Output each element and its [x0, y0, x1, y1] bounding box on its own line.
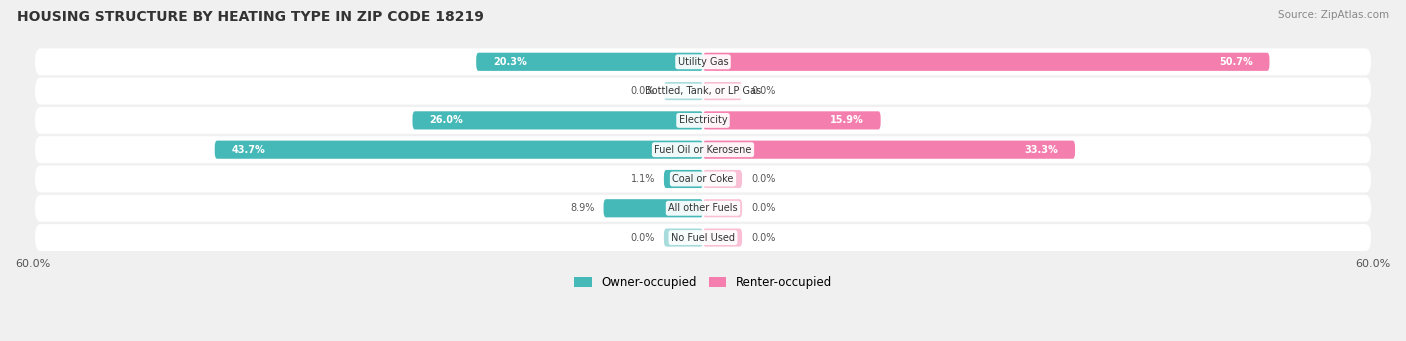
Text: Electricity: Electricity [679, 115, 727, 125]
FancyBboxPatch shape [37, 225, 1369, 250]
FancyBboxPatch shape [412, 111, 703, 130]
FancyBboxPatch shape [703, 228, 742, 247]
Text: Utility Gas: Utility Gas [678, 57, 728, 67]
Text: 1.1%: 1.1% [630, 174, 655, 184]
Text: 0.0%: 0.0% [751, 203, 776, 213]
FancyBboxPatch shape [703, 82, 742, 100]
Text: All other Fuels: All other Fuels [668, 203, 738, 213]
Text: Coal or Coke: Coal or Coke [672, 174, 734, 184]
Text: 43.7%: 43.7% [232, 145, 266, 155]
FancyBboxPatch shape [35, 78, 1371, 105]
Text: HOUSING STRUCTURE BY HEATING TYPE IN ZIP CODE 18219: HOUSING STRUCTURE BY HEATING TYPE IN ZIP… [17, 10, 484, 24]
FancyBboxPatch shape [37, 166, 1369, 192]
Text: 8.9%: 8.9% [571, 203, 595, 213]
FancyBboxPatch shape [477, 53, 703, 71]
Text: 0.0%: 0.0% [751, 86, 776, 96]
Legend: Owner-occupied, Renter-occupied: Owner-occupied, Renter-occupied [569, 271, 837, 294]
Text: Fuel Oil or Kerosene: Fuel Oil or Kerosene [654, 145, 752, 155]
FancyBboxPatch shape [35, 224, 1371, 251]
FancyBboxPatch shape [664, 228, 703, 247]
FancyBboxPatch shape [703, 53, 1270, 71]
Text: Source: ZipAtlas.com: Source: ZipAtlas.com [1278, 10, 1389, 20]
FancyBboxPatch shape [35, 195, 1371, 222]
FancyBboxPatch shape [603, 199, 703, 217]
Text: No Fuel Used: No Fuel Used [671, 233, 735, 242]
Text: 15.9%: 15.9% [830, 115, 863, 125]
Text: 0.0%: 0.0% [630, 233, 655, 242]
Text: 0.0%: 0.0% [751, 174, 776, 184]
FancyBboxPatch shape [35, 136, 1371, 163]
Text: 50.7%: 50.7% [1219, 57, 1253, 67]
FancyBboxPatch shape [35, 107, 1371, 134]
FancyBboxPatch shape [703, 140, 1076, 159]
FancyBboxPatch shape [703, 111, 880, 130]
FancyBboxPatch shape [37, 49, 1369, 75]
FancyBboxPatch shape [37, 107, 1369, 133]
Text: 0.0%: 0.0% [751, 233, 776, 242]
FancyBboxPatch shape [703, 170, 742, 188]
FancyBboxPatch shape [215, 140, 703, 159]
FancyBboxPatch shape [37, 78, 1369, 104]
Text: Bottled, Tank, or LP Gas: Bottled, Tank, or LP Gas [645, 86, 761, 96]
FancyBboxPatch shape [664, 82, 703, 100]
FancyBboxPatch shape [37, 195, 1369, 221]
Text: 33.3%: 33.3% [1025, 145, 1059, 155]
FancyBboxPatch shape [703, 199, 742, 217]
Text: 26.0%: 26.0% [429, 115, 463, 125]
FancyBboxPatch shape [37, 137, 1369, 163]
FancyBboxPatch shape [35, 165, 1371, 192]
Text: 0.0%: 0.0% [630, 86, 655, 96]
Text: 20.3%: 20.3% [494, 57, 527, 67]
FancyBboxPatch shape [35, 48, 1371, 75]
FancyBboxPatch shape [664, 170, 703, 188]
